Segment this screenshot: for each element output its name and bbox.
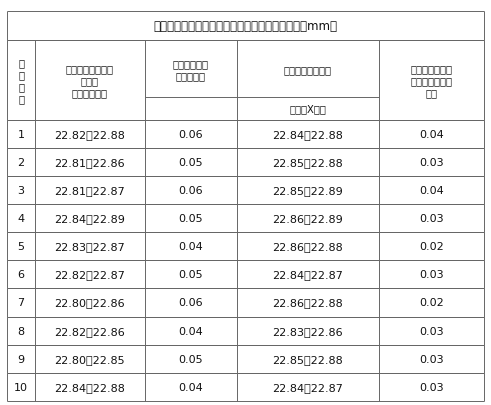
- Text: 22.82～22.88: 22.82～22.88: [54, 129, 125, 139]
- Text: 0.05: 0.05: [178, 213, 203, 224]
- Text: 2: 2: [18, 158, 25, 167]
- Text: 0.03: 0.03: [419, 354, 443, 364]
- Text: 7: 7: [18, 298, 25, 308]
- Text: 抽
检
序
号: 抽 检 序 号: [18, 58, 24, 104]
- Text: 22.84～22.87: 22.84～22.87: [273, 382, 343, 392]
- Text: 22.84～22.87: 22.84～22.87: [273, 270, 343, 279]
- Text: 5: 5: [18, 242, 25, 252]
- Text: 0.03: 0.03: [419, 270, 443, 279]
- Text: 22.86～22.88: 22.86～22.88: [273, 242, 343, 252]
- Text: 22.85～22.89: 22.85～22.89: [273, 185, 343, 196]
- Text: 22.80～22.86: 22.80～22.86: [55, 298, 125, 308]
- Text: 0.04: 0.04: [178, 326, 203, 336]
- Text: 22.81～22.86: 22.81～22.86: [55, 158, 125, 167]
- Text: 0.03: 0.03: [419, 213, 443, 224]
- Text: 工艺和装夹改进后: 工艺和装夹改进后: [284, 65, 332, 75]
- Text: 22.84～22.89: 22.84～22.89: [54, 213, 125, 224]
- Text: 0.05: 0.05: [178, 158, 203, 167]
- Text: 4: 4: [18, 213, 25, 224]
- Text: 22.81～22.87: 22.81～22.87: [55, 185, 125, 196]
- Text: 0.06: 0.06: [178, 185, 203, 196]
- Text: 22.80～22.85: 22.80～22.85: [55, 354, 125, 364]
- Text: 挂装（X）型: 挂装（X）型: [289, 104, 327, 114]
- Text: 内花键跨棒距试验检测数据表（两端测量，单位：mm）: 内花键跨棒距试验检测数据表（两端测量，单位：mm）: [154, 20, 337, 33]
- Text: 22.84～22.88: 22.84～22.88: [54, 382, 125, 392]
- Text: 1: 1: [18, 129, 25, 139]
- Text: 22.86～22.89: 22.86～22.89: [273, 213, 343, 224]
- Text: 0.06: 0.06: [178, 129, 203, 139]
- Text: 0.04: 0.04: [178, 242, 203, 252]
- Text: 6: 6: [18, 270, 25, 279]
- Text: 10: 10: [14, 382, 28, 392]
- Text: 8: 8: [18, 326, 25, 336]
- Text: 9: 9: [18, 354, 25, 364]
- Text: 改进前花键孔
进出口锥度: 改进前花键孔 进出口锥度: [173, 59, 209, 81]
- Text: 工艺和夹具改进
后花键孔进出口
锥度: 工艺和夹具改进 后花键孔进出口 锥度: [410, 64, 452, 98]
- Text: 0.04: 0.04: [419, 185, 444, 196]
- Text: 22.85～22.88: 22.85～22.88: [273, 354, 343, 364]
- Text: 0.03: 0.03: [419, 382, 443, 392]
- Text: 0.02: 0.02: [419, 298, 444, 308]
- Text: 22.82～22.86: 22.82～22.86: [55, 326, 125, 336]
- Text: 22.84～22.88: 22.84～22.88: [273, 129, 343, 139]
- Text: 22.86～22.88: 22.86～22.88: [273, 298, 343, 308]
- Text: 22.83～22.87: 22.83～22.87: [55, 242, 125, 252]
- Text: 22.83～22.86: 22.83～22.86: [273, 326, 343, 336]
- Text: 0.02: 0.02: [419, 242, 444, 252]
- Text: 22.85～22.88: 22.85～22.88: [273, 158, 343, 167]
- Text: 0.03: 0.03: [419, 158, 443, 167]
- Text: 0.05: 0.05: [178, 354, 203, 364]
- Text: 3: 3: [18, 185, 25, 196]
- Text: 0.03: 0.03: [419, 326, 443, 336]
- Text: 工艺、装夹方式为
改变前
串装（圈）型: 工艺、装夹方式为 改变前 串装（圈）型: [66, 64, 113, 98]
- Text: 0.04: 0.04: [178, 382, 203, 392]
- Text: 0.05: 0.05: [178, 270, 203, 279]
- Text: 0.04: 0.04: [419, 129, 444, 139]
- Text: 0.06: 0.06: [178, 298, 203, 308]
- Text: 22.82～22.87: 22.82～22.87: [54, 270, 125, 279]
